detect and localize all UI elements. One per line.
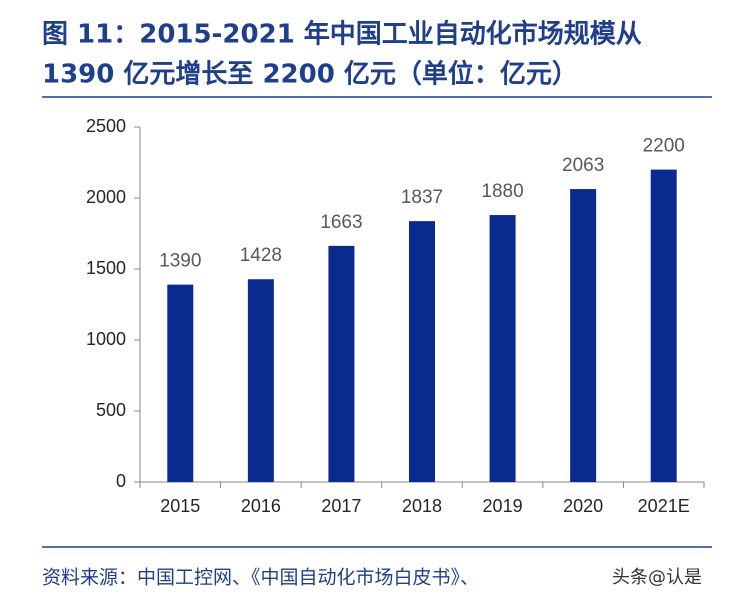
bar [489, 215, 516, 483]
y-tick-label: 1000 [86, 329, 126, 349]
x-tick-label: 2017 [321, 496, 361, 516]
y-tick-label: 2500 [86, 116, 126, 136]
value-label: 2063 [562, 155, 604, 176]
y-tick-label: 2000 [86, 187, 126, 207]
chart-title: 1390 亿元增长至 2200 亿元（单位：亿元） [42, 59, 578, 90]
bar [167, 284, 194, 482]
watermark: 头条@认是 [612, 567, 702, 588]
bar [328, 245, 355, 482]
x-tick-label: 2015 [160, 496, 200, 516]
value-label: 1428 [240, 245, 282, 266]
x-tick-label: 2020 [563, 496, 603, 516]
value-label: 2200 [643, 136, 685, 157]
x-tick-label: 2018 [402, 496, 442, 516]
source: 资料来源：中国工控网、《中国自动化市场白皮书》、 [42, 567, 479, 589]
bar [570, 189, 597, 482]
x-tick-label: 2019 [483, 496, 523, 516]
value-label: 1663 [320, 212, 362, 233]
value-label: 1390 [159, 251, 201, 272]
value-label: 1880 [481, 181, 523, 202]
chart-title: 图 11：2015-2021 年中国工业自动化市场规模从 [42, 19, 642, 50]
y-tick-label: 1500 [86, 258, 126, 278]
bar [650, 169, 677, 482]
bar [247, 279, 274, 482]
y-tick-label: 500 [96, 400, 126, 420]
x-tick-label: 2016 [241, 496, 281, 516]
bar [409, 221, 435, 482]
x-tick-label: 2021E [638, 496, 690, 516]
value-label: 1837 [401, 187, 443, 208]
y-tick-label: 0 [116, 471, 126, 491]
